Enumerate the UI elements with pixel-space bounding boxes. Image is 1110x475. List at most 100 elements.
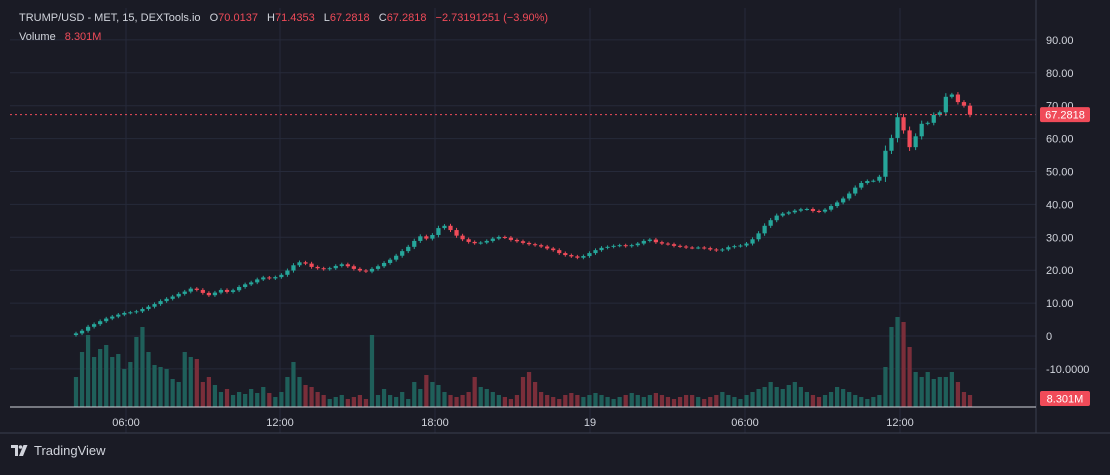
volume-label[interactable]: Volume (19, 31, 56, 43)
tradingview-watermark[interactable]: TradingView (11, 443, 106, 458)
candle-body (400, 251, 405, 256)
volume-bar (659, 395, 665, 407)
volume-bar (810, 395, 816, 407)
volume-bar (720, 392, 725, 407)
volume-bar (424, 375, 429, 407)
candle-body (128, 312, 133, 314)
volume-bar (774, 387, 779, 407)
low-label: L (323, 12, 330, 24)
candle-body (249, 282, 254, 285)
candle-body (230, 290, 236, 292)
candle-body (967, 105, 973, 115)
candle-body (780, 213, 785, 216)
candle-body (937, 112, 942, 115)
time-tick-label: 06:00 (731, 417, 759, 429)
volume-bar (877, 395, 882, 407)
volume-bar (901, 322, 906, 407)
watermark-label: TradingView (34, 443, 106, 458)
price-tick-label: 60.00 (1046, 134, 1074, 146)
volume-bar (677, 397, 683, 407)
volume-bar (780, 389, 785, 407)
candle-body (569, 255, 574, 257)
volume-bar (333, 397, 338, 407)
volume-bar (176, 382, 181, 407)
volume-bar (79, 352, 85, 407)
candle-body (285, 270, 290, 275)
candle-body (134, 311, 139, 313)
candle-body (345, 264, 350, 267)
candle-body (647, 239, 652, 241)
candle-body (73, 333, 79, 336)
volume-bar (961, 392, 967, 407)
volume-bar (400, 392, 405, 407)
price-axis[interactable]: 90.0080.0070.0060.0050.0040.0030.0020.00… (1046, 35, 1089, 376)
volume-bar (889, 327, 894, 407)
candle-body (243, 284, 248, 287)
candle-body (720, 249, 725, 251)
candle-body (116, 314, 121, 317)
volume-bar (732, 397, 737, 407)
candle-body (611, 245, 616, 247)
volume-bar (895, 317, 900, 407)
volume-bar (128, 362, 133, 407)
candle-body (164, 298, 169, 302)
volume-bar (871, 397, 876, 407)
volume-bar (484, 389, 489, 407)
candle-body (762, 225, 767, 234)
time-tick-label: 12:00 (266, 417, 294, 429)
volume-bar (85, 335, 91, 407)
volume-bar (514, 395, 520, 407)
candle-body (152, 304, 157, 307)
candle-body (696, 247, 701, 249)
volume-bar (194, 359, 199, 407)
candle-body (140, 309, 145, 312)
candle-body (810, 209, 816, 211)
candle-body (768, 220, 773, 226)
volume-bar (841, 389, 846, 407)
volume-bar (230, 395, 236, 407)
candle-body (387, 259, 393, 263)
volume-bar (532, 382, 538, 407)
candle-body (502, 236, 507, 238)
candle-body (834, 202, 840, 207)
symbol-label[interactable]: TRUMP/USD - MET, 15, DEXTools.io (19, 12, 201, 24)
volume-bar (339, 395, 344, 407)
candle-body (798, 209, 803, 211)
candle-body (575, 256, 580, 258)
candle-body (460, 235, 465, 240)
candle-body (889, 137, 894, 151)
candle-body (182, 291, 187, 294)
candle-body (605, 246, 610, 248)
candle-body (526, 242, 532, 245)
candle-body (539, 245, 544, 247)
candle-body (563, 253, 568, 256)
candle-body (738, 245, 743, 247)
volume-bar (381, 389, 387, 407)
time-tick-label: 18:00 (421, 417, 449, 429)
candle-body (442, 225, 447, 229)
volume-bar (943, 377, 948, 407)
candle-body (212, 292, 218, 296)
candle-body (85, 326, 91, 331)
volume-bar (883, 367, 888, 407)
volume-bar (702, 399, 707, 407)
time-axis[interactable]: 06:00 12:00 18:00 19 06:00 12:00 (112, 417, 914, 429)
candle-body (514, 239, 520, 242)
volume-bar (267, 393, 272, 407)
volume-bar (726, 395, 731, 407)
candle-body (303, 262, 308, 264)
volume-bar (520, 377, 526, 407)
volume-bar (526, 372, 532, 407)
volume-bar (750, 392, 755, 407)
volume-bar (152, 365, 157, 407)
candle-body (865, 181, 870, 184)
volume-bar (454, 397, 459, 407)
volume-bar (834, 387, 840, 407)
volume-bar (744, 395, 749, 407)
volume-bar (206, 377, 212, 407)
candle-body (792, 210, 797, 213)
volume-bar (545, 395, 550, 407)
time-tick-label: 12:00 (886, 417, 914, 429)
